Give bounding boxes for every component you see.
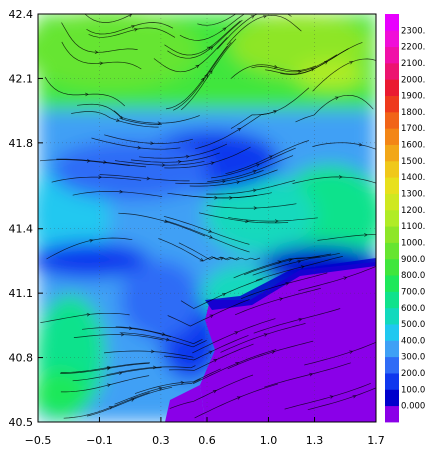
y-axis: 42.4 42.1 41.8 41.4 41.1 40.8 40.5: [9, 8, 43, 429]
wind-streamlines: [39, 14, 376, 419]
colorbar-label: 100.0: [401, 385, 425, 395]
colorbar-swatch: [385, 144, 399, 162]
colorbar-label: 200.0: [401, 369, 425, 379]
x-tick-label: 0.3: [152, 434, 170, 447]
colorbar-swatch: [385, 356, 399, 374]
colorbar-swatch: [385, 209, 399, 227]
colorbar-swatch: [385, 193, 399, 211]
colorbar: 0.000 100.0 200.0 300.0 400.0 500.0 600.0 700.0…: [385, 14, 425, 423]
colorbar-label: 1300.: [401, 190, 425, 200]
colorbar-swatch: [385, 111, 399, 129]
colorbar-swatch: [385, 177, 399, 194]
colorbar-label: 2200.: [401, 43, 425, 53]
colorbar-label: 0.000: [401, 402, 425, 412]
colorbar-label: 900.0: [401, 255, 425, 265]
y-tick-label: 42.4: [9, 8, 34, 21]
colorbar-swatch: [385, 62, 399, 80]
colorbar-swatch: [385, 79, 399, 96]
colorbar-label: 700.0: [401, 287, 425, 297]
colorbar-label: 1400.: [401, 173, 425, 183]
gridlines: [38, 14, 376, 422]
colorbar-swatch: [385, 307, 399, 325]
colorbar-swatch: [385, 226, 399, 243]
colorbar-swatch: [385, 275, 399, 292]
x-tick-label: 0.6: [198, 434, 216, 447]
colorbar-swatch: [385, 30, 399, 48]
colorbar-label: 500.0: [401, 320, 425, 330]
colorbar-swatch: [385, 258, 399, 276]
y-tick-label: 41.1: [9, 287, 34, 300]
colorbar-label: 1800.: [401, 108, 425, 118]
colorbar-swatch: [385, 291, 399, 309]
colorbar-swatch: [385, 95, 399, 113]
y-tick-label: 40.5: [9, 416, 34, 429]
colorbar-label: 2100.: [401, 59, 425, 69]
colorbar-label: 1700.: [401, 124, 425, 134]
y-tick-label: 41.8: [9, 137, 34, 150]
colorbar-label: 600.0: [401, 304, 425, 314]
y-tick-label: 40.8: [9, 352, 34, 365]
colorbar-swatch: [385, 46, 399, 64]
colorbar-label: 2000.: [401, 75, 425, 85]
x-tick-label: 1.7: [367, 434, 385, 447]
colorbar-label: 1000.: [401, 238, 425, 248]
colorbar-label: 800.0: [401, 271, 425, 281]
y-tick-label: 41.4: [9, 223, 34, 236]
colorbar-label: 400.0: [401, 336, 425, 346]
y-tick-label: 42.1: [9, 72, 34, 85]
colorbar-labels: 0.000 100.0 200.0 300.0 400.0 500.0 600.0 700.0…: [401, 26, 425, 411]
colorbar-swatch: [385, 340, 399, 358]
x-tick-label: −0.5: [25, 434, 52, 447]
colorbar-label: 1900.: [401, 92, 425, 102]
colorbar-swatch: [385, 324, 399, 341]
colorbar-swatch: [385, 14, 399, 31]
plot-area: [38, 14, 376, 422]
colorbar-label: 1200.: [401, 206, 425, 216]
x-tick-label: 1.3: [306, 434, 324, 447]
elevation-field: [38, 14, 376, 422]
colorbar-swatch: [385, 389, 399, 407]
colorbar-label: 1500.: [401, 157, 425, 167]
colorbar-label: 2300.: [401, 26, 425, 36]
colorbar-swatch: [385, 242, 399, 260]
x-axis: −0.5 −0.1 0.3 0.6 1.0 1.3 1.7: [25, 417, 385, 447]
colorbar-swatch: [385, 373, 399, 390]
x-tick-label: −0.1: [86, 434, 113, 447]
colorbar-swatch: [385, 160, 399, 178]
colorbar-label: 1600.: [401, 141, 425, 151]
x-tick-label: 1.0: [260, 434, 278, 447]
colorbar-swatch: [385, 128, 399, 145]
colorbar-label: 1100.: [401, 222, 425, 232]
colorbar-swatches: [385, 14, 399, 423]
colorbar-swatch: [385, 405, 399, 423]
colorbar-label: 300.0: [401, 353, 425, 363]
